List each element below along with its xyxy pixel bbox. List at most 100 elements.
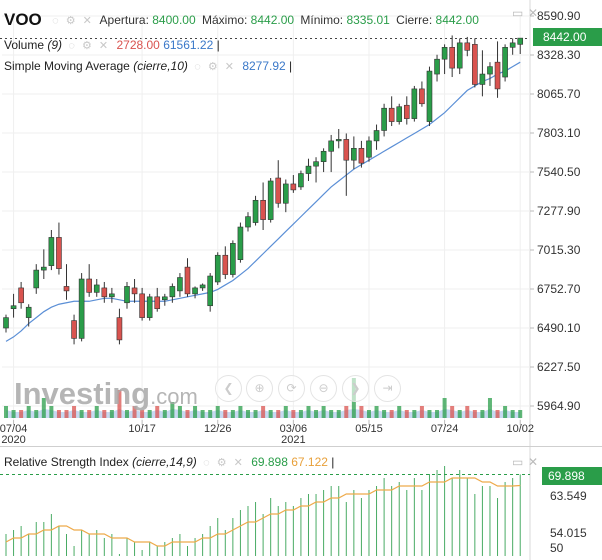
candle-body bbox=[456, 42, 463, 69]
volume-bar bbox=[404, 410, 409, 418]
candle bbox=[411, 85, 418, 122]
candle bbox=[494, 41, 501, 98]
rsi-name: Relative Strength Index bbox=[4, 455, 129, 469]
candle-body bbox=[305, 165, 312, 174]
candle-body bbox=[328, 140, 334, 152]
rsi-legend: Relative Strength Index (cierre,14,9) ◌ … bbox=[4, 455, 335, 469]
volume-bar bbox=[102, 410, 107, 418]
candle-body bbox=[396, 106, 403, 122]
candle bbox=[184, 258, 191, 297]
candle bbox=[139, 287, 145, 321]
volume-histogram bbox=[4, 378, 523, 418]
candle bbox=[388, 96, 395, 127]
candle-body bbox=[313, 161, 319, 167]
candle-body bbox=[298, 173, 304, 188]
candle-body bbox=[63, 286, 70, 292]
volume-controls-icon[interactable]: ◌ ⚙ ✕ bbox=[68, 40, 111, 52]
volume-bar bbox=[72, 406, 77, 418]
sma-param: (cierre,10) bbox=[133, 59, 188, 73]
candle bbox=[86, 264, 92, 297]
candle bbox=[419, 81, 425, 107]
candle-body bbox=[472, 44, 478, 85]
price-tick-label: 8590.90 bbox=[537, 9, 581, 23]
date-tick-label: 12/26 bbox=[204, 423, 232, 435]
candle-body bbox=[434, 58, 440, 75]
candle-body bbox=[10, 305, 17, 310]
candle-body bbox=[245, 216, 251, 228]
volume-bar bbox=[329, 410, 334, 418]
volume-bar bbox=[389, 410, 394, 418]
low-label: Mínimo: bbox=[300, 13, 344, 27]
candle-body bbox=[222, 254, 229, 275]
volume-bar bbox=[472, 410, 477, 418]
price-tick-label: 5964.90 bbox=[537, 399, 581, 413]
candle-body bbox=[3, 317, 9, 329]
candle-body bbox=[366, 140, 372, 158]
visibility-icon[interactable]: ◌ ⚙ ✕ bbox=[52, 15, 94, 27]
candle-body bbox=[487, 66, 493, 75]
rsi-tick-label: 54.015 bbox=[550, 526, 587, 540]
candle bbox=[328, 134, 334, 173]
candle-body bbox=[252, 199, 259, 223]
volume-bar bbox=[510, 410, 515, 418]
investing-logo: Investing.com bbox=[14, 376, 198, 411]
candle-body bbox=[18, 287, 24, 304]
date-tick-label: 03/06 bbox=[280, 423, 308, 435]
candle-body bbox=[169, 286, 176, 298]
candle bbox=[154, 287, 161, 312]
scroll-right-icon[interactable]: ❯ bbox=[342, 375, 369, 402]
candle bbox=[320, 148, 327, 173]
volume-bar bbox=[306, 406, 311, 418]
minimize-icon[interactable]: ▭ bbox=[512, 6, 524, 20]
candle-body bbox=[237, 226, 244, 260]
rsi-close-icon[interactable]: ✕ bbox=[528, 455, 539, 469]
candle bbox=[146, 293, 153, 321]
rsi-last-tag: 69.898 bbox=[542, 467, 602, 485]
candle-body bbox=[335, 139, 342, 142]
sma-value: 8277.92 bbox=[242, 59, 286, 73]
candle bbox=[358, 140, 365, 168]
volume-bar bbox=[261, 406, 266, 418]
ohlc-legend: VOO ◌ ⚙ ✕ Apertura: 8400.00 Máximo: 8442… bbox=[4, 10, 482, 30]
zoom-out-icon[interactable]: ⊖ bbox=[310, 375, 337, 402]
candle bbox=[260, 182, 266, 230]
candle-body bbox=[199, 284, 206, 289]
candle bbox=[305, 158, 312, 181]
candle-body bbox=[25, 306, 32, 318]
candle bbox=[343, 133, 350, 196]
sma-legend: Simple Moving Average (cierre,10) ◌ ⚙ ✕ … bbox=[4, 59, 293, 73]
volume-bar bbox=[419, 406, 424, 418]
candle-body bbox=[441, 47, 448, 60]
volume-bar bbox=[518, 410, 523, 418]
volume-bar bbox=[94, 406, 99, 418]
volume-bar bbox=[412, 410, 417, 418]
candle bbox=[252, 195, 259, 226]
scroll-end-icon[interactable]: ⇥ bbox=[374, 375, 401, 402]
scroll-left-icon[interactable]: ❮ bbox=[215, 375, 242, 402]
sma-controls-icon[interactable]: ◌ ⚙ ✕ bbox=[194, 61, 236, 73]
volume-bar bbox=[11, 410, 16, 418]
volume-bar bbox=[177, 406, 182, 418]
zoom-in-icon[interactable]: ⊕ bbox=[246, 375, 273, 402]
reset-icon[interactable]: ⟳ bbox=[278, 375, 305, 402]
volume-bar bbox=[283, 406, 288, 418]
price-axis: 8590.90 8328.30 8065.70 7803.10 7540.50 7277.… bbox=[530, 9, 581, 413]
candle-body bbox=[509, 42, 516, 48]
rsi-minimize-icon[interactable]: ▭ bbox=[512, 455, 524, 469]
candle bbox=[290, 175, 297, 193]
candle-body bbox=[71, 320, 77, 339]
candle-body bbox=[139, 293, 145, 318]
price-tick-label: 7540.50 bbox=[537, 165, 581, 179]
candle bbox=[199, 283, 206, 291]
candle-body bbox=[275, 177, 282, 204]
rsi-controls-icon[interactable]: ◌ ⚙ ✕ bbox=[203, 457, 245, 469]
volume-bar bbox=[155, 406, 160, 418]
date-tick-label: 05/15 bbox=[355, 423, 383, 435]
close-icon[interactable]: ✕ bbox=[528, 6, 539, 20]
price-tick-label: 8328.30 bbox=[537, 48, 581, 62]
candle-body bbox=[464, 42, 471, 51]
volume-bar bbox=[245, 410, 250, 418]
candle-body bbox=[502, 47, 508, 78]
